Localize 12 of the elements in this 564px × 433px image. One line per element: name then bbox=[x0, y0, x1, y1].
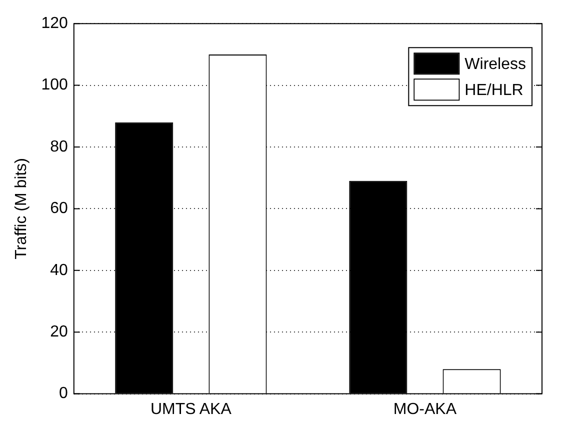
y-tick-label: 40 bbox=[50, 262, 68, 279]
legend-label: Wireless bbox=[464, 56, 526, 74]
y-tick-label: 0 bbox=[58, 385, 68, 402]
legend-label: HE/HLR bbox=[464, 82, 524, 100]
x-tick-label: UMTS AKA bbox=[150, 400, 232, 418]
y-tick-label: 20 bbox=[50, 324, 68, 341]
y-tick-label: 120 bbox=[41, 15, 68, 32]
x-tick-label: MO-AKA bbox=[393, 400, 457, 418]
y-tick-label: 100 bbox=[41, 76, 68, 94]
y-axis-title: Traffic (M bits) bbox=[13, 158, 30, 260]
y-tick-label: 60 bbox=[50, 200, 68, 218]
y-tick-label: 80 bbox=[50, 138, 68, 156]
